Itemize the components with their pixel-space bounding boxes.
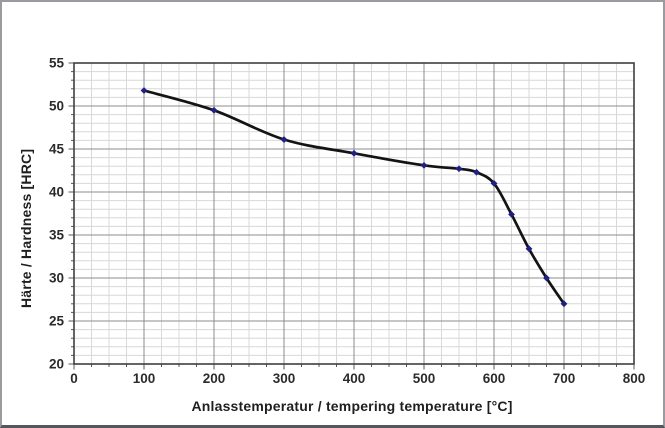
x-tick-label: 300 — [273, 371, 296, 386]
data-point — [490, 180, 498, 187]
data-point — [210, 106, 218, 114]
x-tick-labels: 0 100 200 300 400 500 600 700 800 — [70, 371, 645, 386]
data-point — [350, 149, 358, 157]
data-point — [455, 165, 463, 173]
axis-ticks — [68, 62, 635, 370]
data-point — [473, 168, 480, 176]
x-tick-label: 500 — [413, 371, 436, 386]
x-tick-label: 0 — [70, 371, 78, 386]
y-tick-labels: 20 25 30 35 40 45 50 55 — [49, 56, 65, 372]
data-point — [560, 300, 568, 308]
data-point — [280, 136, 288, 143]
plot-border — [73, 62, 635, 365]
x-tick-label: 200 — [203, 371, 226, 386]
y-axis-title: Härte / Hardness [HRC] — [18, 148, 34, 308]
y-tick-label: 40 — [49, 185, 64, 200]
data-point — [508, 210, 515, 218]
x-tick-label: 100 — [133, 371, 156, 386]
data-point — [420, 161, 428, 169]
data-point — [543, 274, 550, 282]
data-point-markers — [140, 87, 568, 308]
y-tick-label: 35 — [49, 228, 65, 243]
y-tick-label: 45 — [49, 142, 65, 157]
x-tick-label: 400 — [343, 371, 366, 386]
y-tick-label: 50 — [49, 99, 64, 114]
data-point — [140, 87, 148, 94]
y-tick-label: 25 — [49, 314, 65, 329]
y-tick-label: 30 — [49, 271, 64, 286]
x-axis-title: Anlasstemperatur / tempering temperature… — [191, 398, 513, 414]
data-point — [525, 245, 533, 253]
x-tick-label: 700 — [553, 371, 576, 386]
y-tick-label: 55 — [49, 56, 65, 71]
y-tick-label: 20 — [49, 357, 64, 372]
grid-major — [74, 63, 634, 364]
x-tick-label: 800 — [623, 371, 646, 386]
x-tick-label: 600 — [483, 371, 506, 386]
